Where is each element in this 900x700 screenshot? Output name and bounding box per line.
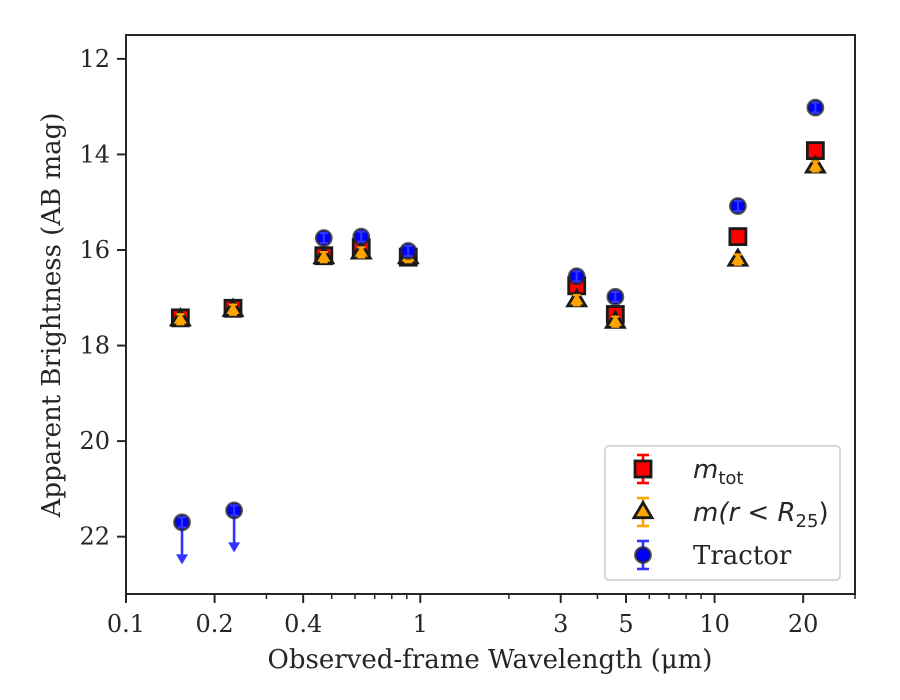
x-axis-label: Observed-frame Wavelength (μm): [268, 645, 713, 675]
legend-label: Tractor: [693, 541, 792, 571]
series-triangle: [168, 154, 827, 329]
x-tick-label: 0.1: [107, 610, 145, 638]
x-tick-label: 10: [699, 610, 730, 638]
plot-area: [168, 98, 827, 565]
y-tick-label: 20: [79, 427, 110, 455]
x-tick-label: 20: [788, 610, 819, 638]
y-tick-label: 14: [79, 140, 110, 168]
legend-square-marker: [633, 459, 653, 479]
y-tick-label: 16: [79, 236, 110, 264]
series-square: [170, 141, 825, 328]
legend-box: [604, 445, 841, 581]
legend-item: Tractor: [634, 539, 792, 571]
upper-limit-arrow-head: [228, 542, 241, 553]
axis-ticks: 0.1 0.2 0.4 1 3 5 10 20 12 14 16 18 20 22: [79, 45, 856, 638]
x-tick-label: 0.4: [284, 610, 322, 638]
x-tick-label: 3: [553, 610, 568, 638]
axes-frame: [125, 34, 856, 595]
x-tick-label: 0.2: [196, 610, 234, 638]
y-tick-label: 12: [79, 45, 110, 73]
y-tick-label: 22: [79, 523, 110, 551]
legend-triangle-marker: [631, 499, 655, 520]
series-circle: [173, 98, 825, 565]
y-tick-label: 18: [79, 332, 110, 360]
upper-limit-arrow-head: [176, 554, 189, 565]
x-tick-label: 5: [618, 610, 633, 638]
y-axis-label: Apparent Brightness (AB mag): [37, 113, 67, 519]
legend-circle-marker: [634, 546, 652, 564]
x-tick-label: 1: [413, 610, 428, 638]
